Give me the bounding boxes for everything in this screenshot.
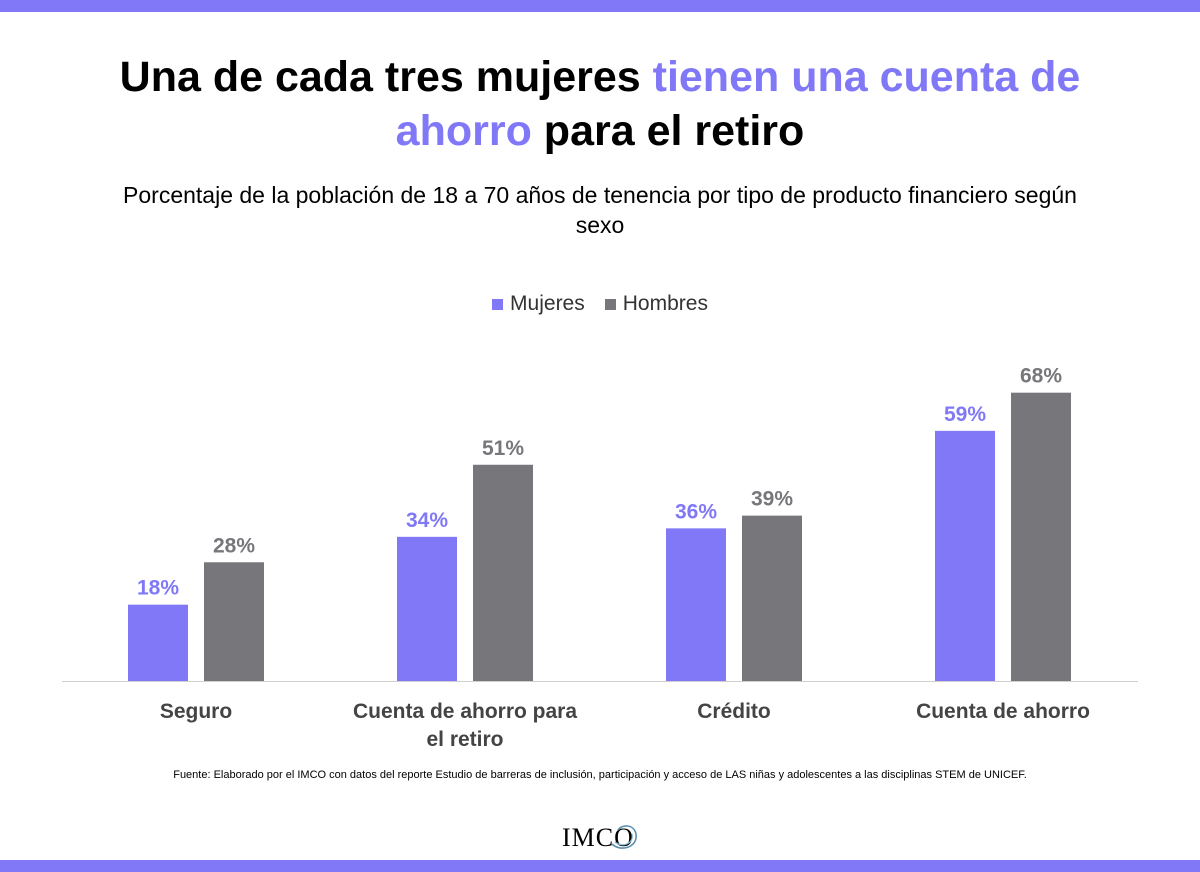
legend: Mujeres Hombres (0, 292, 1200, 316)
bar-mujeres-2 (666, 528, 726, 681)
legend-item-hombres: Hombres (604, 292, 708, 316)
data-label-mujeres-3: 59% (944, 403, 986, 426)
legend-label-hombres: Hombres (622, 292, 708, 315)
bar-hombres-0 (204, 562, 264, 681)
category-label-1-1: el retiro (426, 728, 503, 751)
chart-subtitle: Porcentaje de la población de 18 a 70 añ… (123, 182, 1077, 238)
legend-swatch-hombres (604, 298, 616, 310)
data-label-hombres-1: 51% (482, 437, 524, 460)
data-label-mujeres-0: 18% (137, 577, 179, 600)
title-accent: tienen una cuenta de ahorro (395, 53, 1081, 155)
bar-mujeres-1 (397, 536, 457, 681)
legend-item-mujeres: Mujeres (492, 292, 585, 316)
legend-label-mujeres: Mujeres (510, 292, 585, 315)
bar-hombres-3 (1011, 392, 1071, 681)
category-label-2-0: Crédito (697, 700, 771, 723)
bar-hombres-1 (473, 464, 533, 681)
bar-hombres-2 (742, 515, 802, 681)
bar-mujeres-3 (935, 430, 995, 681)
category-label-3-0: Cuenta de ahorro (916, 700, 1090, 723)
source-note: Fuente: Elaborado por el IMCO con datos … (173, 769, 1027, 781)
bar-mujeres-0 (128, 604, 188, 681)
data-label-mujeres-2: 36% (675, 500, 717, 523)
category-label-0-0: Seguro (160, 700, 232, 723)
top-accent-strip (0, 0, 1200, 12)
title-part-1: Una de cada tres mujeres (119, 53, 653, 101)
data-label-hombres-0: 28% (213, 534, 255, 557)
category-label-1-0: Cuenta de ahorro para (353, 700, 577, 723)
legend-swatch-mujeres (492, 298, 504, 310)
data-label-hombres-3: 68% (1020, 365, 1062, 388)
bottom-accent-strip (0, 860, 1200, 872)
data-label-hombres-2: 39% (751, 488, 793, 511)
imco-logo-icon: IMCO (562, 823, 637, 852)
title-part-2: para el retiro (531, 107, 805, 155)
chart-title: Una de cada tres mujeres tienen una cuen… (60, 50, 1140, 158)
imco-logo: IMCO (560, 818, 640, 854)
data-label-mujeres-1: 34% (406, 509, 448, 532)
